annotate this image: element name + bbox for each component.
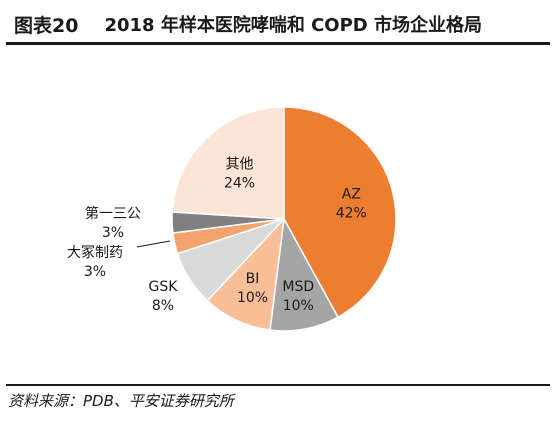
chart-title: 2018 年样本医院哮喘和 COPD 市场企业格局 [104,15,482,36]
leader-line [136,240,171,248]
slice-name-label: AZ [342,187,361,203]
slice-value-label: 8% [152,298,174,314]
slice-name-label: BI [246,271,260,287]
slice-value-label: 10% [283,298,314,314]
slice-name-label: 其他 [226,157,254,173]
source-note: 资料来源：PDB、平安证券研究所 [8,392,234,410]
slice-name-label: GSK [149,279,179,295]
figure-number: 图表20 [14,14,79,37]
slice-value-label: 3% [102,225,124,241]
pie-slice [283,106,397,319]
slice-value-label: 3% [84,264,106,280]
slice-value-label: 24% [224,176,255,192]
slice-name-label: MSD [282,279,314,295]
top-rule [6,42,550,45]
pie-slice [171,106,285,220]
bottom-rule [6,384,550,386]
slice-value-label: 42% [336,206,367,222]
slice-value-label: 10% [237,290,268,306]
slice-name-label: 第一三公 [85,205,141,222]
slice-name-label: 大冢制药 [67,245,123,261]
title-bar: 图表20 2018 年样本医院哮喘和 COPD 市场企业格局 [6,6,550,42]
